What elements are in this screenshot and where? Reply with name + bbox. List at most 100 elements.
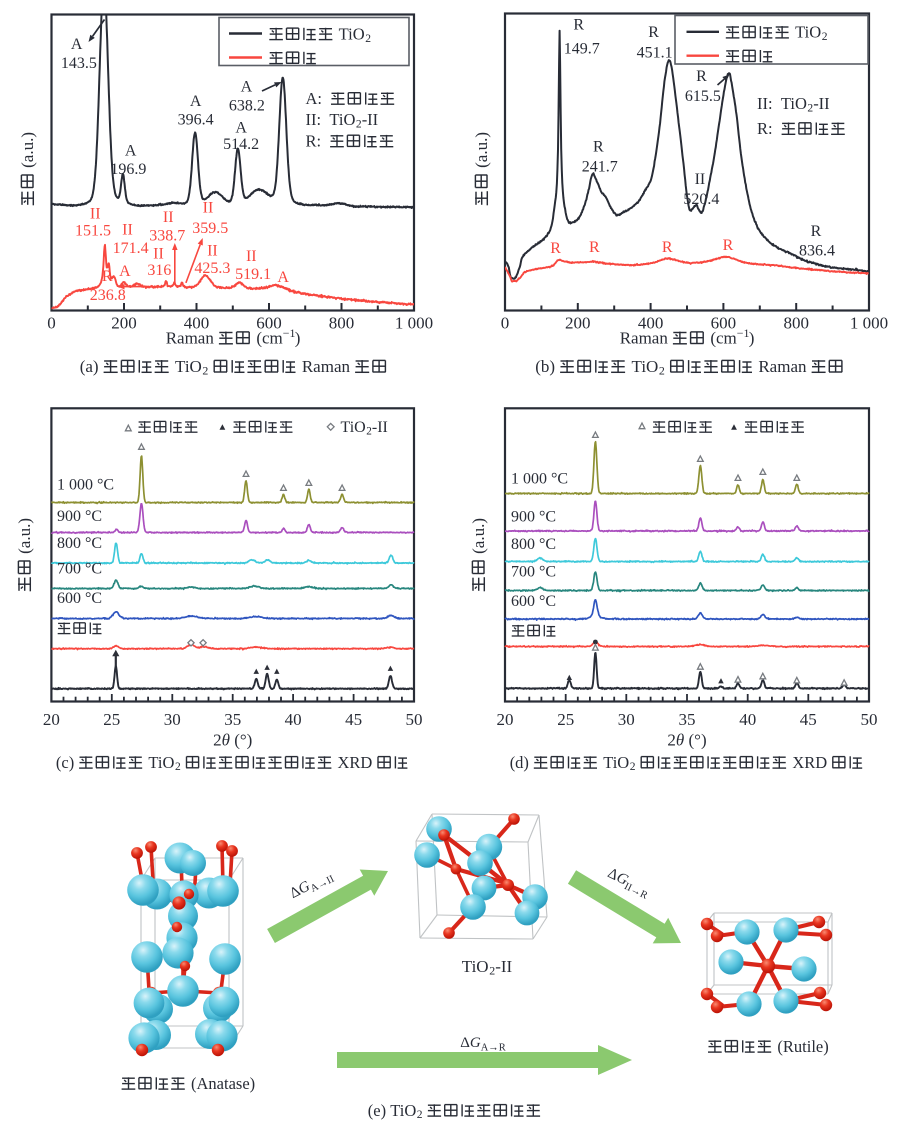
svg-text:(cm: (cm bbox=[252, 328, 283, 347]
svg-text:2: 2 bbox=[202, 364, 208, 378]
svg-text:Raman: Raman bbox=[620, 328, 672, 347]
svg-text:R: R bbox=[696, 68, 707, 85]
svg-text:2: 2 bbox=[366, 426, 372, 438]
svg-text:II: II bbox=[90, 206, 101, 223]
svg-text:2: 2 bbox=[175, 761, 181, 773]
svg-text:−1: −1 bbox=[283, 326, 296, 340]
svg-text:(cm: (cm bbox=[706, 328, 737, 347]
svg-text:XRD: XRD bbox=[333, 753, 376, 772]
svg-text:R: R bbox=[723, 237, 734, 254]
svg-text:(a.u.): (a.u.) bbox=[469, 518, 488, 558]
svg-text:2: 2 bbox=[365, 33, 371, 45]
svg-text:II: II bbox=[203, 200, 214, 217]
svg-text:700 °C: 700 °C bbox=[57, 561, 102, 578]
svg-text:TiO: TiO bbox=[335, 24, 365, 43]
svg-text:TiO: TiO bbox=[144, 753, 174, 772]
svg-text:2: 2 bbox=[822, 31, 828, 43]
svg-text:25: 25 bbox=[103, 710, 120, 729]
svg-text:800 °C: 800 °C bbox=[511, 536, 556, 553]
svg-text:R: R bbox=[102, 268, 113, 285]
svg-text:A: A bbox=[306, 89, 318, 108]
svg-text:600 °C: 600 °C bbox=[511, 593, 556, 610]
svg-text:A: A bbox=[119, 263, 131, 280]
svg-text:2θ (°): 2θ (°) bbox=[667, 731, 706, 750]
svg-text:171.4: 171.4 bbox=[113, 240, 149, 257]
svg-text:TiO: TiO bbox=[627, 357, 658, 376]
svg-text:R: R bbox=[757, 119, 768, 138]
svg-text:316: 316 bbox=[147, 262, 171, 279]
svg-text::: : bbox=[768, 94, 781, 113]
svg-text:2: 2 bbox=[489, 964, 495, 978]
svg-text:(Rutile): (Rutile) bbox=[773, 1037, 828, 1056]
svg-text:R: R bbox=[573, 17, 584, 34]
svg-text:TiO: TiO bbox=[329, 110, 355, 129]
svg-text:II: II bbox=[306, 110, 317, 129]
svg-text::: : bbox=[768, 119, 781, 138]
svg-text:200: 200 bbox=[565, 314, 591, 333]
svg-text:800: 800 bbox=[329, 314, 355, 333]
svg-text:900 °C: 900 °C bbox=[57, 508, 102, 525]
svg-text:XRD: XRD bbox=[788, 753, 831, 772]
svg-text:1 000: 1 000 bbox=[395, 314, 433, 333]
svg-text:TiO: TiO bbox=[341, 419, 366, 436]
svg-text:Raman: Raman bbox=[754, 357, 811, 376]
svg-text:A: A bbox=[190, 93, 202, 110]
svg-text:359.5: 359.5 bbox=[192, 220, 228, 237]
svg-text:R: R bbox=[593, 138, 604, 155]
svg-text:A: A bbox=[125, 143, 137, 160]
svg-text:50: 50 bbox=[861, 710, 878, 729]
svg-text:(e) TiO: (e) TiO bbox=[368, 1101, 417, 1120]
svg-text:A: A bbox=[241, 79, 253, 96]
svg-text:R: R bbox=[306, 131, 317, 150]
svg-text:615.5: 615.5 bbox=[685, 88, 721, 105]
svg-text:2: 2 bbox=[807, 102, 813, 114]
svg-text:A: A bbox=[235, 120, 247, 137]
svg-text::: : bbox=[317, 89, 330, 108]
svg-text:-II: -II bbox=[495, 957, 512, 976]
svg-text:(d): (d) bbox=[510, 753, 533, 772]
svg-text:Raman: Raman bbox=[166, 328, 218, 347]
svg-text:(b): (b) bbox=[535, 357, 559, 376]
svg-text:−1: −1 bbox=[737, 326, 750, 340]
svg-text:II: II bbox=[695, 171, 706, 188]
svg-text::: : bbox=[317, 110, 330, 129]
svg-text:236.8: 236.8 bbox=[90, 287, 126, 304]
svg-text:149.7: 149.7 bbox=[564, 40, 600, 57]
svg-text:A: A bbox=[71, 36, 83, 53]
svg-text:TiO: TiO bbox=[781, 94, 807, 113]
svg-text:600: 600 bbox=[256, 314, 282, 333]
svg-text:II: II bbox=[246, 248, 257, 265]
svg-text:338.7: 338.7 bbox=[149, 228, 185, 245]
svg-text:TiO: TiO bbox=[462, 957, 489, 976]
svg-text:(a.u.): (a.u.) bbox=[15, 518, 34, 558]
svg-text:20: 20 bbox=[497, 710, 514, 729]
svg-text:425.3: 425.3 bbox=[194, 260, 230, 277]
svg-text:TiO: TiO bbox=[171, 357, 202, 376]
svg-text:2θ (°): 2θ (°) bbox=[213, 731, 252, 750]
svg-text:30: 30 bbox=[164, 710, 181, 729]
svg-text:II: II bbox=[122, 222, 133, 239]
svg-text:50: 50 bbox=[406, 710, 423, 729]
svg-text:151.5: 151.5 bbox=[75, 222, 111, 239]
svg-text:R: R bbox=[811, 223, 822, 240]
svg-text:600: 600 bbox=[711, 314, 737, 333]
svg-text:(a.u.): (a.u.) bbox=[472, 132, 491, 172]
svg-text:241.7: 241.7 bbox=[582, 159, 618, 176]
svg-text:-II: -II bbox=[372, 419, 388, 436]
svg-text:1 000: 1 000 bbox=[850, 314, 888, 333]
svg-text:396.4: 396.4 bbox=[178, 112, 214, 129]
svg-text:196.9: 196.9 bbox=[110, 161, 146, 178]
svg-text:30: 30 bbox=[618, 710, 635, 729]
svg-text:451.1: 451.1 bbox=[637, 44, 673, 61]
svg-text:2: 2 bbox=[417, 1109, 423, 1121]
svg-text::: : bbox=[317, 131, 330, 150]
svg-text:638.2: 638.2 bbox=[229, 97, 265, 114]
svg-text:800: 800 bbox=[783, 314, 809, 333]
svg-text:TiO: TiO bbox=[791, 23, 821, 42]
svg-text:1 000 °C: 1 000 °C bbox=[511, 471, 568, 488]
svg-text:800 °C: 800 °C bbox=[57, 535, 102, 552]
svg-text:II: II bbox=[163, 209, 174, 226]
svg-text:20: 20 bbox=[43, 710, 60, 729]
svg-text:A: A bbox=[277, 269, 289, 286]
svg-text:(Anatase): (Anatase) bbox=[187, 1074, 255, 1093]
